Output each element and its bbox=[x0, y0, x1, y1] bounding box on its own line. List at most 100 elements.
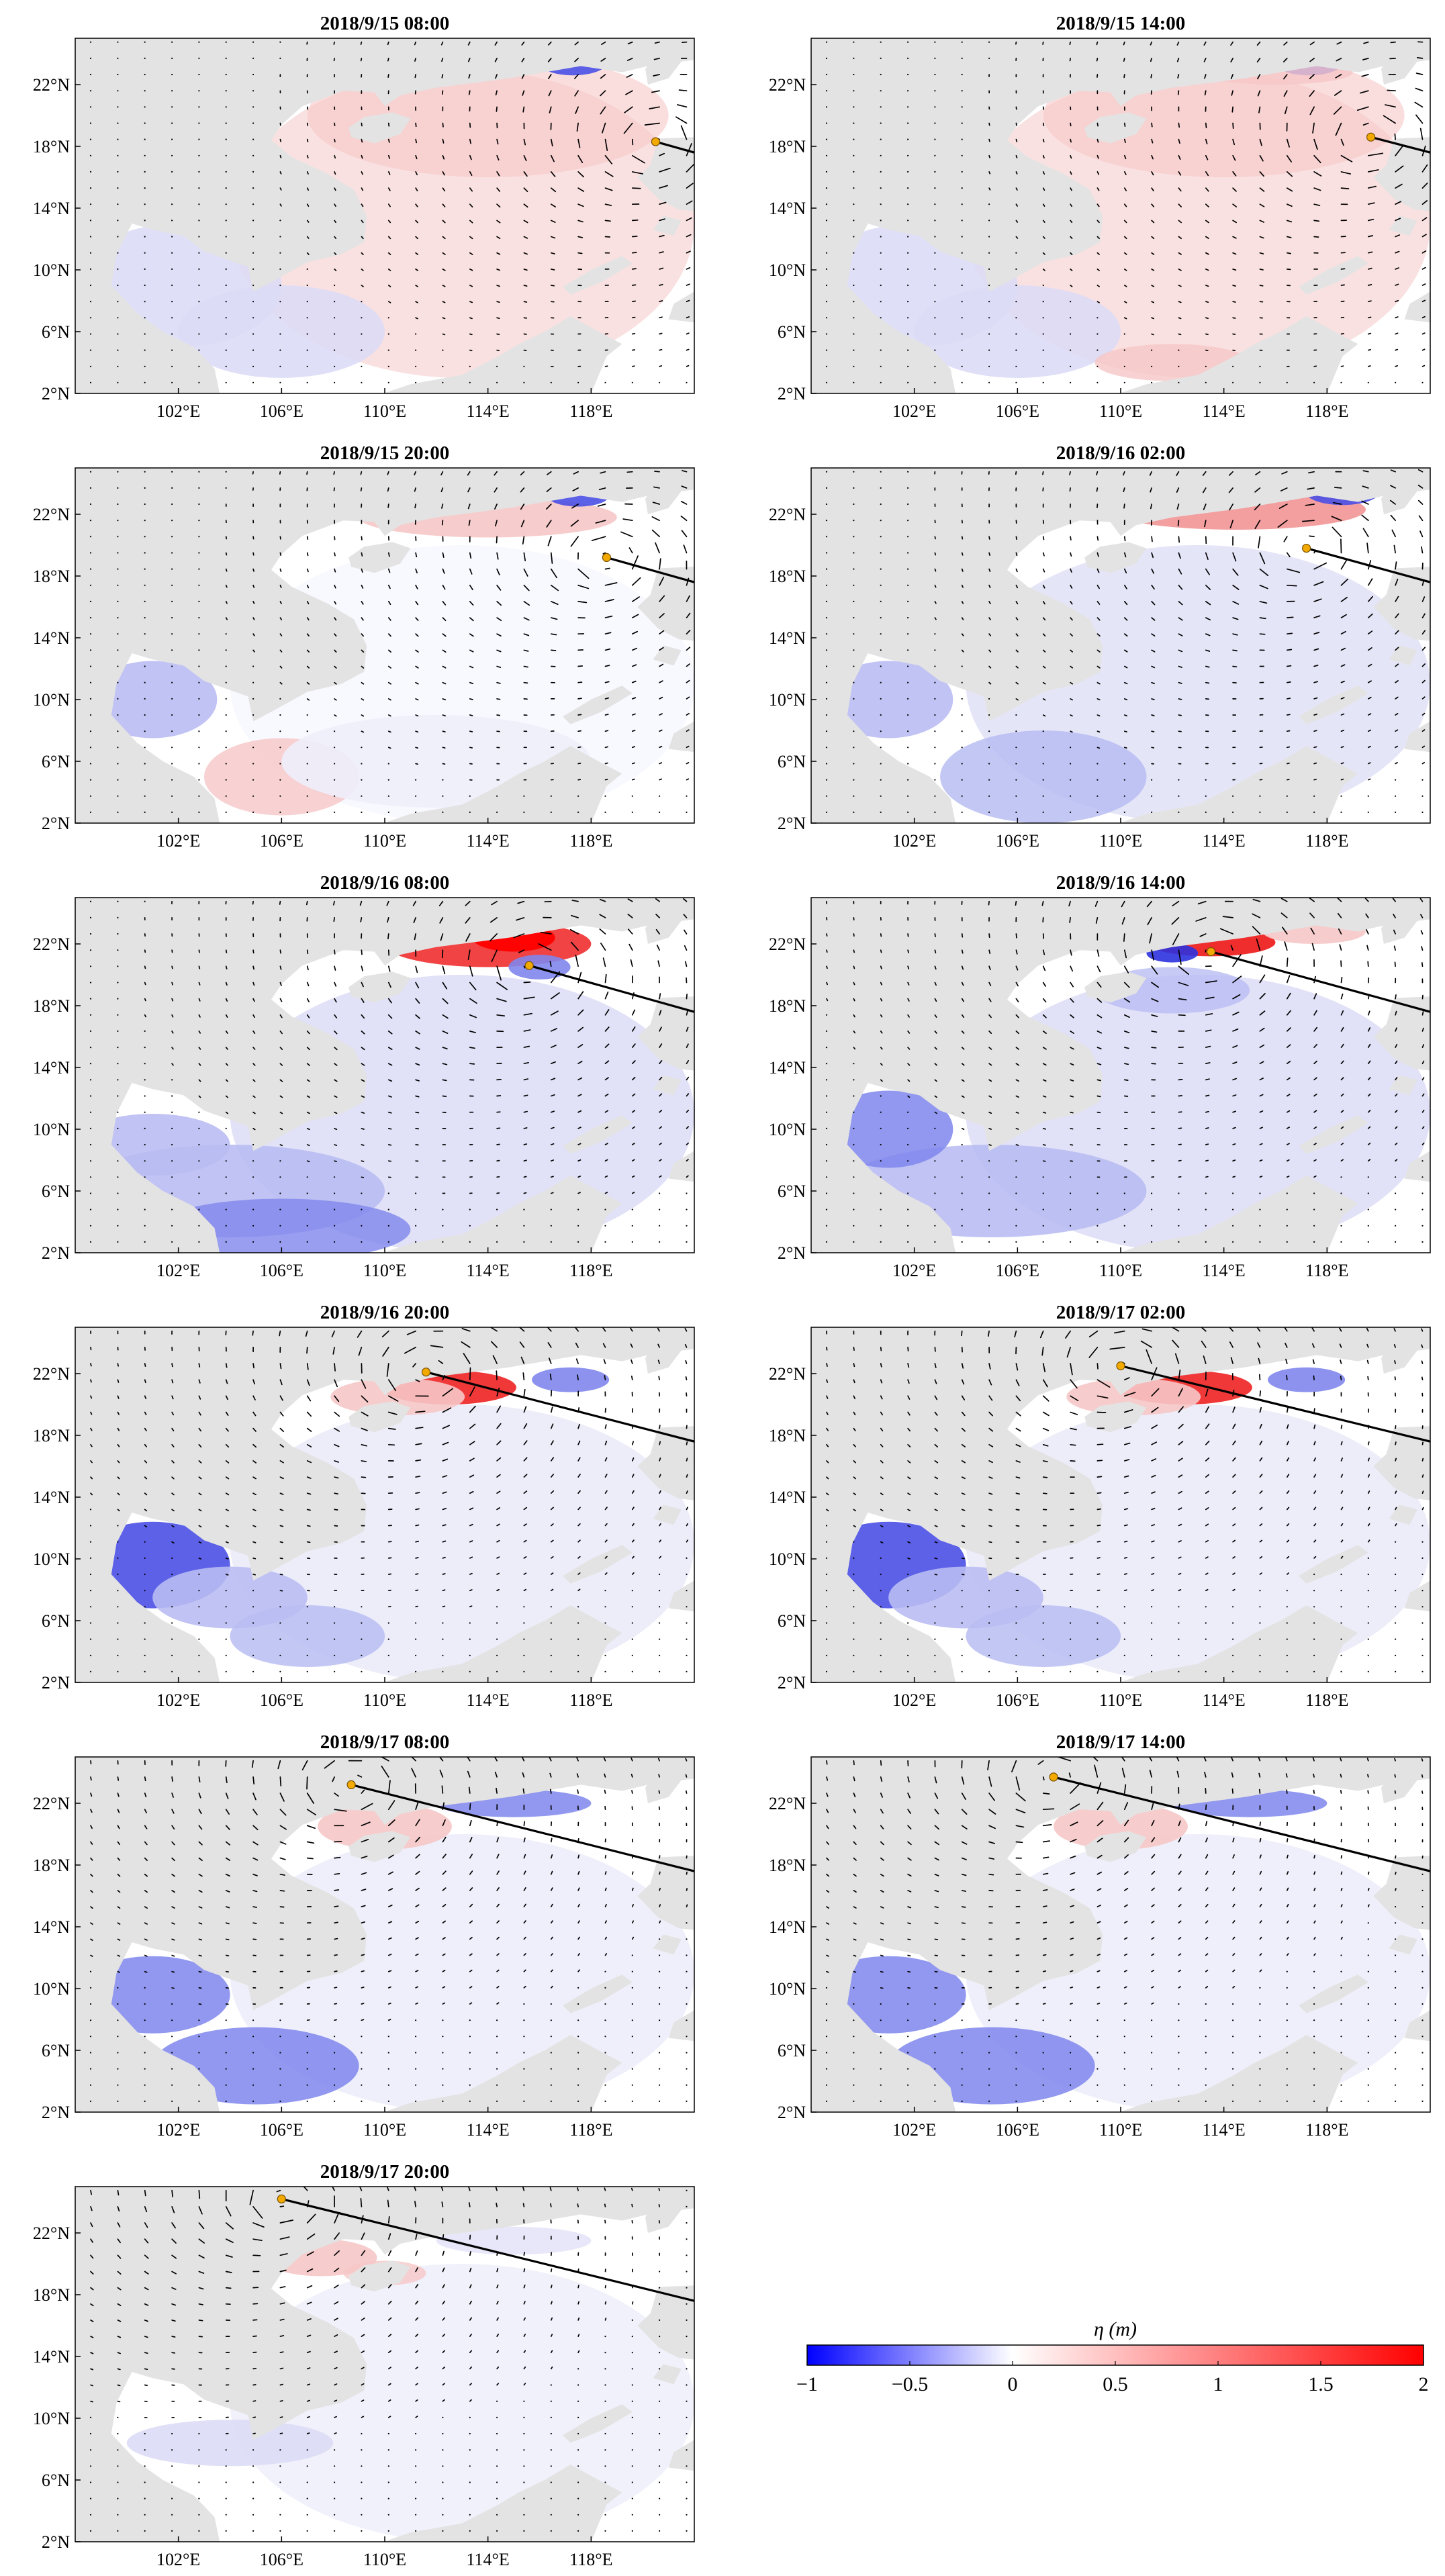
lon-tick-label: 118°E bbox=[1305, 2120, 1348, 2140]
lat-tick-label: 6°N bbox=[778, 322, 806, 342]
typhoon-center-icon bbox=[1366, 132, 1376, 142]
lon-tick-label: 102°E bbox=[156, 831, 200, 851]
lon-tick-label: 106°E bbox=[996, 1261, 1039, 1280]
lat-tick-label: 2°N bbox=[42, 1673, 70, 1692]
typhoon-center-icon bbox=[1206, 947, 1216, 957]
lat-tick-label: 14°N bbox=[769, 199, 806, 218]
lon-tick-label: 110°E bbox=[1099, 831, 1142, 851]
typhoon-track bbox=[351, 1783, 694, 1872]
lon-tick-label: 102°E bbox=[156, 1690, 200, 1710]
map-panel: 2018/9/16 20:00 2°N 6°N 10°N 14°N 18°N 22°N 102… bbox=[33, 1302, 695, 1710]
lat-tick-label: 22°N bbox=[769, 505, 806, 524]
panel-title: 2018/9/15 20:00 bbox=[320, 442, 450, 464]
lon-tick-label: 102°E bbox=[892, 401, 936, 421]
lon-tick-label: 118°E bbox=[1305, 1261, 1348, 1280]
lat-tick-label: 2°N bbox=[778, 1673, 806, 1692]
lon-tick-label: 110°E bbox=[363, 2550, 406, 2569]
typhoon-center-icon bbox=[1301, 543, 1311, 553]
lat-tick-label: 14°N bbox=[33, 628, 70, 648]
colorbar: η (m) −1 −0.5 0 0.5 1 1.5 2 bbox=[796, 2318, 1428, 2395]
map-panel: 2018/9/17 08:00 2°N 6°N 10°N 14°N 18°N 22°N 102… bbox=[33, 1731, 695, 2140]
lon-tick-label: 102°E bbox=[156, 401, 200, 421]
lat-tick-label: 2°N bbox=[42, 2103, 70, 2122]
colorbar-tick-label: −0.5 bbox=[892, 2373, 928, 2395]
lat-tick-label: 22°N bbox=[33, 935, 70, 954]
colorbar-tick-label: −1 bbox=[796, 2373, 818, 2395]
lon-tick-label: 114°E bbox=[467, 2120, 510, 2140]
lat-tick-label: 18°N bbox=[769, 1856, 806, 1875]
lat-tick-label: 10°N bbox=[769, 690, 806, 710]
lon-tick-label: 106°E bbox=[260, 2550, 304, 2569]
lon-tick-label: 110°E bbox=[1099, 2120, 1142, 2140]
land-mask bbox=[75, 468, 694, 823]
lat-tick-label: 2°N bbox=[42, 384, 70, 403]
lon-tick-label: 110°E bbox=[1099, 1690, 1142, 1710]
lon-tick-label: 114°E bbox=[467, 1690, 510, 1710]
land-mask bbox=[811, 468, 1430, 823]
land-mask bbox=[75, 1327, 694, 1682]
typhoon-track bbox=[1370, 136, 1430, 154]
panel-title: 2018/9/17 14:00 bbox=[1056, 1731, 1186, 1753]
panel-title: 2018/9/16 20:00 bbox=[320, 1302, 450, 1323]
panel-title: 2018/9/15 14:00 bbox=[1056, 13, 1186, 34]
map-panel: 2018/9/15 20:00 2°N 6°N 10°N 14°N 18°N 22°N 102… bbox=[33, 442, 695, 851]
lon-tick-label: 102°E bbox=[892, 831, 936, 851]
lat-tick-label: 14°N bbox=[769, 1488, 806, 1507]
colorbar-tick-label: 1.5 bbox=[1308, 2373, 1334, 2395]
lat-tick-label: 14°N bbox=[33, 1488, 70, 1507]
lat-tick-label: 6°N bbox=[42, 2471, 70, 2490]
lon-tick-label: 106°E bbox=[996, 1690, 1039, 1710]
land-mask bbox=[75, 38, 694, 393]
lat-tick-label: 14°N bbox=[769, 628, 806, 648]
typhoon-center-icon bbox=[346, 1780, 356, 1790]
lon-tick-label: 110°E bbox=[363, 401, 406, 421]
lon-tick-label: 114°E bbox=[1203, 1690, 1246, 1710]
lon-tick-label: 110°E bbox=[363, 2120, 406, 2140]
lon-tick-label: 118°E bbox=[569, 2550, 612, 2569]
lon-tick-label: 102°E bbox=[156, 2120, 200, 2140]
land-mask bbox=[75, 2187, 694, 2542]
lat-tick-label: 10°N bbox=[33, 1120, 70, 1139]
typhoon-track bbox=[426, 1371, 694, 1443]
lon-tick-label: 106°E bbox=[260, 1261, 304, 1280]
lat-tick-label: 10°N bbox=[33, 1549, 70, 1569]
lat-tick-label: 2°N bbox=[42, 1243, 70, 1263]
lat-tick-label: 10°N bbox=[769, 1549, 806, 1569]
lon-tick-label: 118°E bbox=[569, 1261, 612, 1280]
panel-title: 2018/9/17 08:00 bbox=[320, 1731, 450, 1753]
lat-tick-label: 14°N bbox=[33, 199, 70, 218]
map-panel: 2018/9/16 02:00 2°N 6°N 10°N 14°N 18°N 22°N 102… bbox=[769, 442, 1431, 851]
colorbar-tick-label: 2 bbox=[1419, 2373, 1429, 2395]
lat-tick-label: 22°N bbox=[769, 935, 806, 954]
typhoon-track bbox=[606, 556, 694, 583]
lon-tick-label: 118°E bbox=[1305, 1690, 1348, 1710]
panel-title: 2018/9/16 02:00 bbox=[1056, 442, 1186, 464]
lon-tick-label: 118°E bbox=[569, 401, 612, 421]
typhoon-track bbox=[1120, 1364, 1430, 1443]
lon-tick-label: 102°E bbox=[156, 2550, 200, 2569]
lat-tick-label: 22°N bbox=[33, 1794, 70, 1813]
lon-tick-label: 114°E bbox=[467, 831, 510, 851]
land-mask bbox=[811, 898, 1430, 1253]
lon-tick-label: 114°E bbox=[467, 1261, 510, 1280]
lat-tick-label: 22°N bbox=[769, 1364, 806, 1384]
lat-tick-label: 10°N bbox=[33, 690, 70, 710]
land-mask bbox=[75, 898, 694, 1253]
typhoon-center-icon bbox=[524, 961, 534, 970]
typhoon-center-icon bbox=[1116, 1361, 1125, 1371]
land-mask bbox=[75, 1757, 694, 2112]
lat-tick-label: 18°N bbox=[33, 2285, 70, 2305]
lon-tick-label: 106°E bbox=[260, 401, 304, 421]
lat-tick-label: 10°N bbox=[33, 2409, 70, 2428]
lat-tick-label: 2°N bbox=[778, 814, 806, 833]
panel-title: 2018/9/15 08:00 bbox=[320, 13, 450, 34]
lat-tick-label: 2°N bbox=[778, 2103, 806, 2122]
lon-tick-label: 114°E bbox=[1203, 401, 1246, 421]
typhoon-track bbox=[281, 2197, 694, 2302]
lat-tick-label: 22°N bbox=[33, 2224, 70, 2243]
lat-tick-label: 10°N bbox=[769, 260, 806, 280]
lat-tick-label: 22°N bbox=[33, 505, 70, 524]
lat-tick-label: 14°N bbox=[33, 1917, 70, 1937]
lon-tick-label: 110°E bbox=[363, 1690, 406, 1710]
